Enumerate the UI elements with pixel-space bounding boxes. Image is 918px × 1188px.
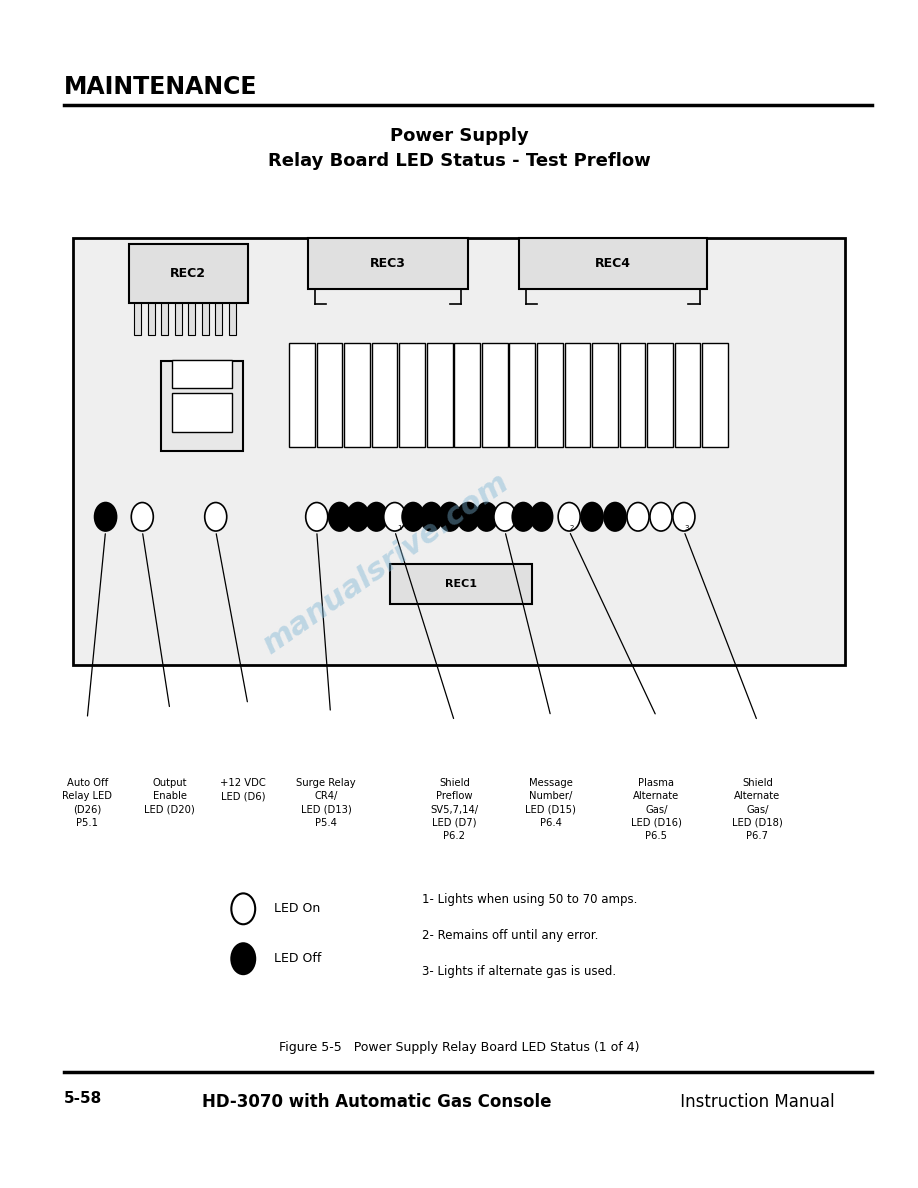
Text: 1: 1	[397, 525, 401, 531]
Text: 2: 2	[570, 525, 574, 531]
Bar	[427, 343, 453, 447]
Circle shape	[439, 503, 461, 531]
Text: manualsrive.com: manualsrive.com	[257, 468, 514, 661]
Text: Relay Board LED Status - Test Preflow: Relay Board LED Status - Test Preflow	[268, 152, 650, 170]
Circle shape	[420, 503, 442, 531]
Circle shape	[402, 503, 424, 531]
Circle shape	[476, 503, 498, 531]
Bar	[482, 343, 508, 447]
Text: +12 VDC
LED (D6): +12 VDC LED (D6)	[220, 778, 266, 802]
Text: Plasma
Alternate
Gas/
LED (D16)
P6.5: Plasma Alternate Gas/ LED (D16) P6.5	[631, 778, 682, 841]
Circle shape	[384, 503, 406, 531]
Bar	[148, 303, 155, 335]
Text: 1- Lights when using 50 to 70 amps.: 1- Lights when using 50 to 70 amps.	[422, 893, 638, 906]
Circle shape	[673, 503, 695, 531]
Bar	[216, 303, 222, 335]
Text: REC4: REC4	[595, 257, 631, 270]
Bar	[174, 303, 182, 335]
Text: MAINTENANCE: MAINTENANCE	[64, 75, 258, 99]
Bar	[134, 303, 141, 335]
Text: Surge Relay
CR4/
LED (D13)
P5.4: Surge Relay CR4/ LED (D13) P5.4	[297, 778, 355, 828]
Bar	[229, 303, 236, 335]
Bar	[172, 360, 232, 388]
Bar	[592, 343, 618, 447]
Text: Shield
Alternate
Gas/
LED (D18)
P6.7: Shield Alternate Gas/ LED (D18) P6.7	[732, 778, 783, 841]
Circle shape	[365, 503, 387, 531]
Bar	[390, 564, 532, 604]
Text: Auto Off
Relay LED
(D26)
P5.1: Auto Off Relay LED (D26) P5.1	[62, 778, 112, 828]
Bar	[537, 343, 563, 447]
Circle shape	[231, 943, 255, 974]
Bar	[675, 343, 700, 447]
Text: Output
Enable
LED (D20): Output Enable LED (D20)	[144, 778, 196, 815]
Bar	[519, 238, 707, 289]
Bar	[620, 343, 645, 447]
Bar	[289, 343, 315, 447]
Text: Message
Number/
LED (D15)
P6.4: Message Number/ LED (D15) P6.4	[525, 778, 577, 828]
Circle shape	[131, 503, 153, 531]
Circle shape	[512, 503, 534, 531]
Circle shape	[231, 893, 255, 924]
Bar	[344, 343, 370, 447]
Text: REC3: REC3	[370, 257, 406, 270]
Circle shape	[581, 503, 603, 531]
Bar	[454, 343, 480, 447]
Bar	[162, 303, 168, 335]
Circle shape	[494, 503, 516, 531]
Bar	[161, 361, 243, 451]
Bar	[308, 238, 468, 289]
Bar	[129, 244, 248, 303]
Bar	[399, 343, 425, 447]
Circle shape	[650, 503, 672, 531]
Text: Power Supply: Power Supply	[389, 127, 529, 145]
Text: HD-3070 with Automatic Gas Console: HD-3070 with Automatic Gas Console	[202, 1093, 552, 1111]
Text: LED On: LED On	[274, 903, 319, 915]
Circle shape	[205, 503, 227, 531]
Bar	[317, 343, 342, 447]
Text: Instruction Manual: Instruction Manual	[675, 1093, 834, 1111]
Circle shape	[457, 503, 479, 531]
Text: LED Off: LED Off	[274, 953, 321, 965]
Bar	[202, 303, 209, 335]
Text: 5-58: 5-58	[64, 1091, 103, 1106]
Circle shape	[558, 503, 580, 531]
Text: REC2: REC2	[170, 267, 207, 279]
Circle shape	[329, 503, 351, 531]
Bar	[702, 343, 728, 447]
Text: 3: 3	[685, 525, 688, 531]
Bar	[647, 343, 673, 447]
Circle shape	[604, 503, 626, 531]
Circle shape	[347, 503, 369, 531]
Text: REC1: REC1	[445, 579, 477, 589]
Circle shape	[627, 503, 649, 531]
Text: 3: 3	[593, 525, 597, 531]
Bar	[188, 303, 196, 335]
Bar	[73, 238, 845, 665]
Bar	[172, 393, 232, 432]
Text: Shield
Preflow
SV5,7,14/
LED (D7)
P6.2: Shield Preflow SV5,7,14/ LED (D7) P6.2	[431, 778, 478, 841]
Bar	[372, 343, 397, 447]
Bar	[565, 343, 590, 447]
Text: Figure 5-5   Power Supply Relay Board LED Status (1 of 4): Figure 5-5 Power Supply Relay Board LED …	[279, 1042, 639, 1054]
Text: 2- Remains off until any error.: 2- Remains off until any error.	[422, 929, 599, 942]
Circle shape	[531, 503, 553, 531]
Circle shape	[306, 503, 328, 531]
Bar	[509, 343, 535, 447]
Circle shape	[95, 503, 117, 531]
Text: 3- Lights if alternate gas is used.: 3- Lights if alternate gas is used.	[422, 965, 616, 978]
